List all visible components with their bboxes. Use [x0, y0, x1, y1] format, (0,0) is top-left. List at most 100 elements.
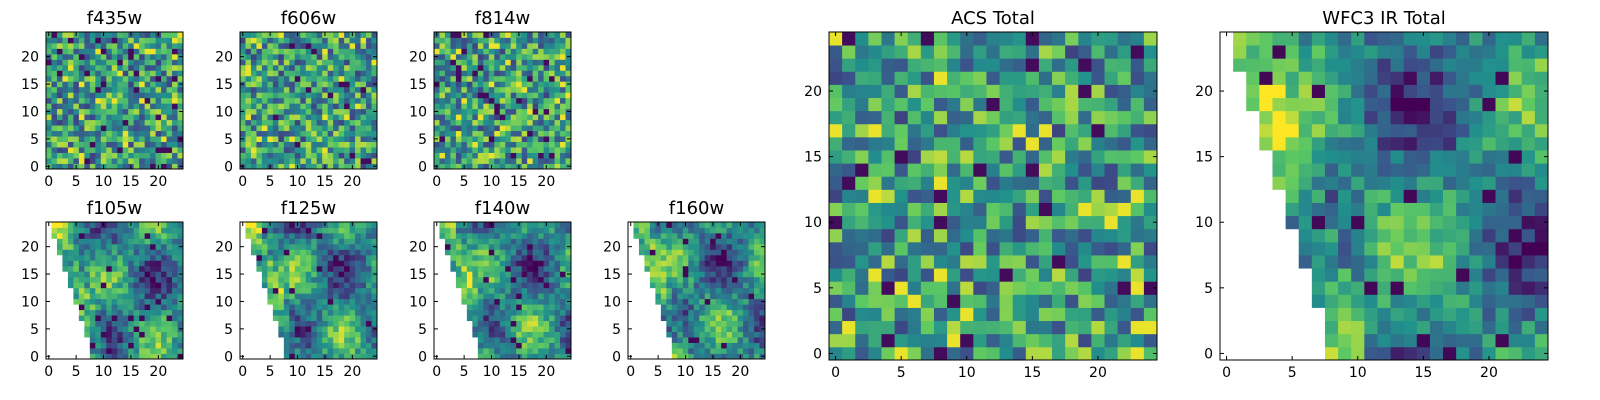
heatmap-cell: [294, 348, 301, 354]
y-tick-label: 0: [30, 349, 39, 365]
heatmap-cell: [505, 260, 512, 267]
heatmap-cell: [488, 238, 495, 245]
heatmap-cell: [256, 260, 263, 267]
heatmap-cell: [289, 108, 296, 115]
heatmap-cell: [726, 238, 733, 245]
heatmap-cell: [333, 103, 340, 110]
heatmap-cell: [360, 293, 367, 300]
heatmap-cell: [67, 48, 74, 55]
heatmap-cell: [300, 141, 307, 148]
heatmap-cell: [166, 53, 173, 60]
heatmap-cell: [300, 97, 307, 104]
heatmap-cell: [743, 309, 749, 316]
heatmap-cell: [1038, 123, 1053, 138]
heatmap-cell: [638, 232, 645, 239]
heatmap-cell: [73, 158, 80, 164]
heatmap-cell: [245, 32, 252, 38]
heatmap-cell: [868, 176, 882, 190]
heatmap-cell: [842, 202, 856, 217]
heatmap-cell: [256, 152, 263, 159]
heatmap-cell: [521, 337, 528, 343]
x-tick-label: 10: [289, 174, 307, 190]
heatmap-cell: [488, 130, 495, 137]
heatmap-cell: [166, 42, 173, 49]
heatmap-cell: [272, 287, 279, 294]
heatmap-cell: [128, 130, 135, 137]
heatmap-cell: [100, 64, 107, 71]
heatmap-cell: [894, 333, 909, 348]
heatmap-cell: [1443, 307, 1457, 322]
heatmap-cell: [172, 119, 178, 126]
heatmap-cell: [133, 315, 140, 322]
heatmap-cell: [477, 158, 484, 164]
heatmap-cell: [311, 32, 318, 38]
heatmap-cell: [100, 147, 107, 153]
heatmap-cell: [67, 97, 74, 104]
heatmap-cell: [78, 92, 85, 99]
heatmap-cell: [322, 42, 329, 49]
heatmap-cell: [466, 260, 473, 267]
heatmap-cell: [256, 37, 263, 44]
heatmap-cell: [344, 119, 350, 126]
heatmap-cell: [521, 331, 528, 338]
heatmap-cell: [73, 271, 80, 278]
heatmap-cell: [256, 114, 263, 121]
heatmap-cell: [704, 243, 711, 250]
heatmap-cell: [261, 48, 268, 55]
heatmap-cell: [283, 276, 290, 283]
heatmap-cell: [300, 227, 307, 234]
heatmap-cell: [1390, 346, 1405, 361]
heatmap-cell: [466, 103, 473, 110]
heatmap-cell: [472, 249, 479, 256]
heatmap-cell: [155, 125, 162, 132]
heatmap-cell: [1130, 346, 1145, 361]
x-tick-label: 10: [95, 364, 113, 380]
heatmap-cell: [289, 130, 296, 137]
heatmap-cell: [283, 163, 290, 170]
heatmap-cell: [106, 260, 113, 267]
heatmap-cell: [155, 227, 162, 234]
heatmap-cell: [538, 315, 544, 322]
heatmap-cell: [278, 97, 285, 104]
heatmap-cell: [172, 326, 178, 332]
heatmap-cell: [516, 337, 523, 343]
heatmap-cell: [305, 92, 312, 99]
heatmap-cell: [111, 282, 118, 289]
heatmap-cell: [46, 97, 52, 104]
heatmap-cell: [133, 163, 140, 170]
heatmap-cell: [100, 136, 107, 142]
heatmap-cell: [67, 32, 74, 38]
heatmap-cell: [710, 287, 717, 294]
heatmap-cell: [155, 243, 162, 250]
heatmap-cell: [111, 309, 118, 316]
heatmap-cell: [505, 37, 512, 44]
heatmap-cell: [499, 81, 506, 88]
heatmap-cell: [505, 337, 512, 343]
heatmap-cell: [633, 222, 640, 228]
heatmap-cell: [1078, 307, 1092, 322]
y-tick-label: 10: [409, 104, 427, 120]
heatmap-cell: [510, 119, 517, 126]
heatmap-cell: [477, 130, 484, 137]
heatmap-cell: [894, 228, 909, 243]
heatmap-cell: [516, 326, 523, 332]
heatmap-cell: [693, 309, 700, 316]
heatmap-cell: [1390, 281, 1405, 295]
heatmap-cell: [510, 276, 517, 283]
heatmap-cell: [177, 119, 184, 126]
heatmap-cell: [355, 249, 361, 256]
heatmap-cell: [693, 276, 700, 283]
heatmap-cell: [644, 265, 651, 272]
heatmap-cell: [499, 59, 506, 66]
heatmap-cell: [510, 238, 517, 245]
heatmap-cell: [538, 348, 544, 354]
heatmap-cell: [543, 48, 550, 55]
heatmap-cell: [842, 215, 856, 230]
heatmap-cell: [527, 337, 534, 343]
heatmap-cell: [84, 48, 91, 55]
heatmap-cell: [829, 320, 843, 335]
heatmap-cell: [272, 158, 279, 164]
heatmap-cell: [532, 304, 539, 311]
heatmap-cell: [677, 287, 684, 294]
heatmap-cell: [510, 320, 517, 327]
